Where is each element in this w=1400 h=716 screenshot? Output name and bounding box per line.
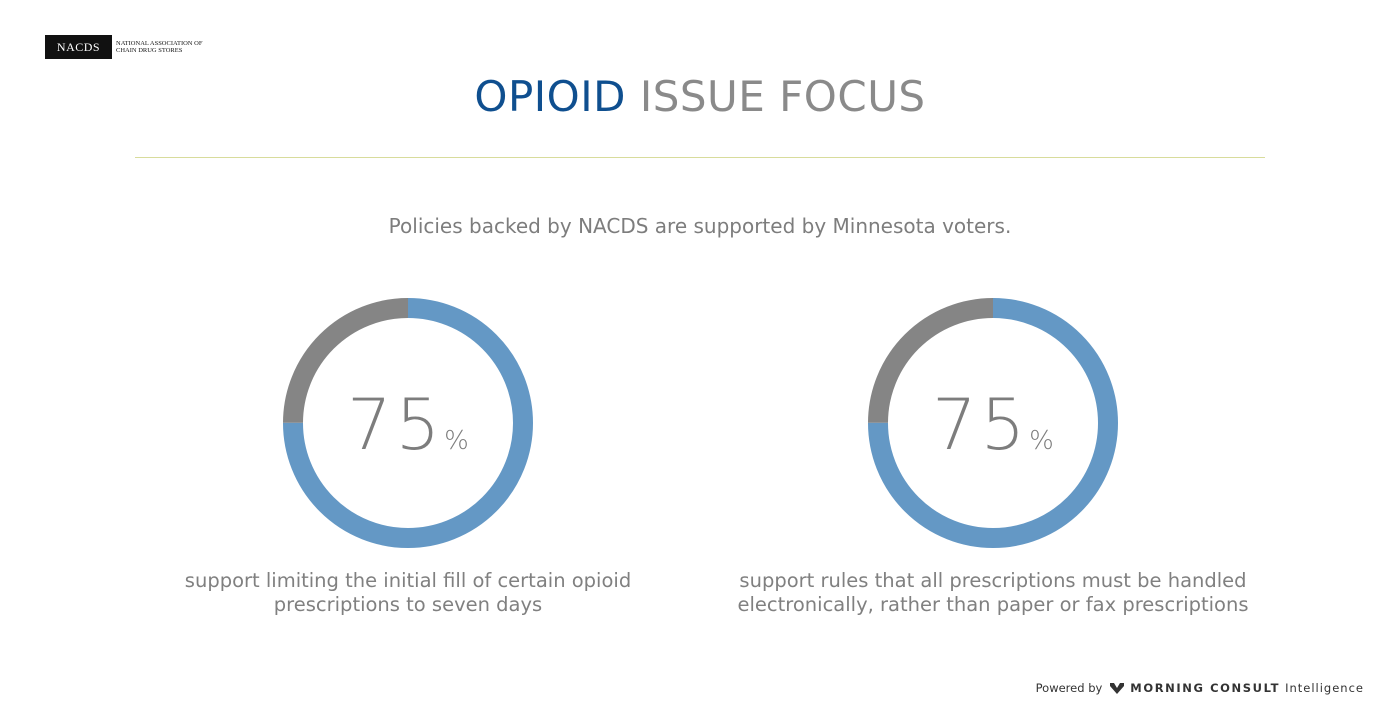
donut-chart-1-value: 75% [283,384,533,466]
donut-chart-1-caption-line-2: prescriptions to seven days [273,593,543,616]
footer-product-name: Intelligence [1285,681,1364,695]
donut-chart-2-unit: % [1029,426,1054,456]
powered-by-label: Powered by [1035,681,1103,695]
donut-chart-2-caption-line-2: electronically, rather than paper or fax… [737,593,1249,616]
donut-chart-2-value: 75% [868,384,1118,466]
donut-chart-1-caption: support limiting the initial fill of cer… [128,569,688,617]
morning-consult-m-icon [1110,682,1125,694]
donut-chart-1-number: 75 [347,384,445,466]
donut-chart-2-caption-line-1: support rules that all prescriptions mus… [739,569,1247,592]
footer-attribution: Powered by MORNING CONSULT Intelligence [1036,681,1364,695]
page-title: OPIOID ISSUE FOCUS [0,72,1400,121]
donut-chart-2: 75% [868,298,1118,548]
nacds-logo-mark: NACDS [45,35,112,59]
donut-chart-2-number: 75 [932,384,1030,466]
donut-1-segment-remainder [283,298,533,548]
nacds-logo: NACDS NATIONAL ASSOCIATION OF CHAIN DRUG… [45,35,202,59]
donut-chart-2-caption: support rules that all prescriptions mus… [713,569,1273,617]
donut-2-segment-remainder [868,298,1118,548]
nacds-logo-text: NATIONAL ASSOCIATION OF CHAIN DRUG STORE… [116,40,202,54]
title-divider [135,157,1265,158]
donut-chart-1: 75% [283,298,533,548]
donut-chart-1-caption-line-1: support limiting the initial fill of cer… [184,569,632,592]
page-title-rest: ISSUE FOCUS [639,72,926,121]
page-subtitle: Policies backed by NACDS are supported b… [388,214,1012,238]
nacds-logo-line-1: NATIONAL ASSOCIATION OF [116,40,203,47]
page-title-accent: OPIOID [474,72,626,121]
donut-chart-1-unit: % [444,426,469,456]
footer-company-name: MORNING CONSULT [1130,681,1281,695]
nacds-logo-line-2: CHAIN DRUG STORES [116,47,183,54]
donut-chart-2-svg [868,298,1118,548]
donut-chart-1-svg [283,298,533,548]
